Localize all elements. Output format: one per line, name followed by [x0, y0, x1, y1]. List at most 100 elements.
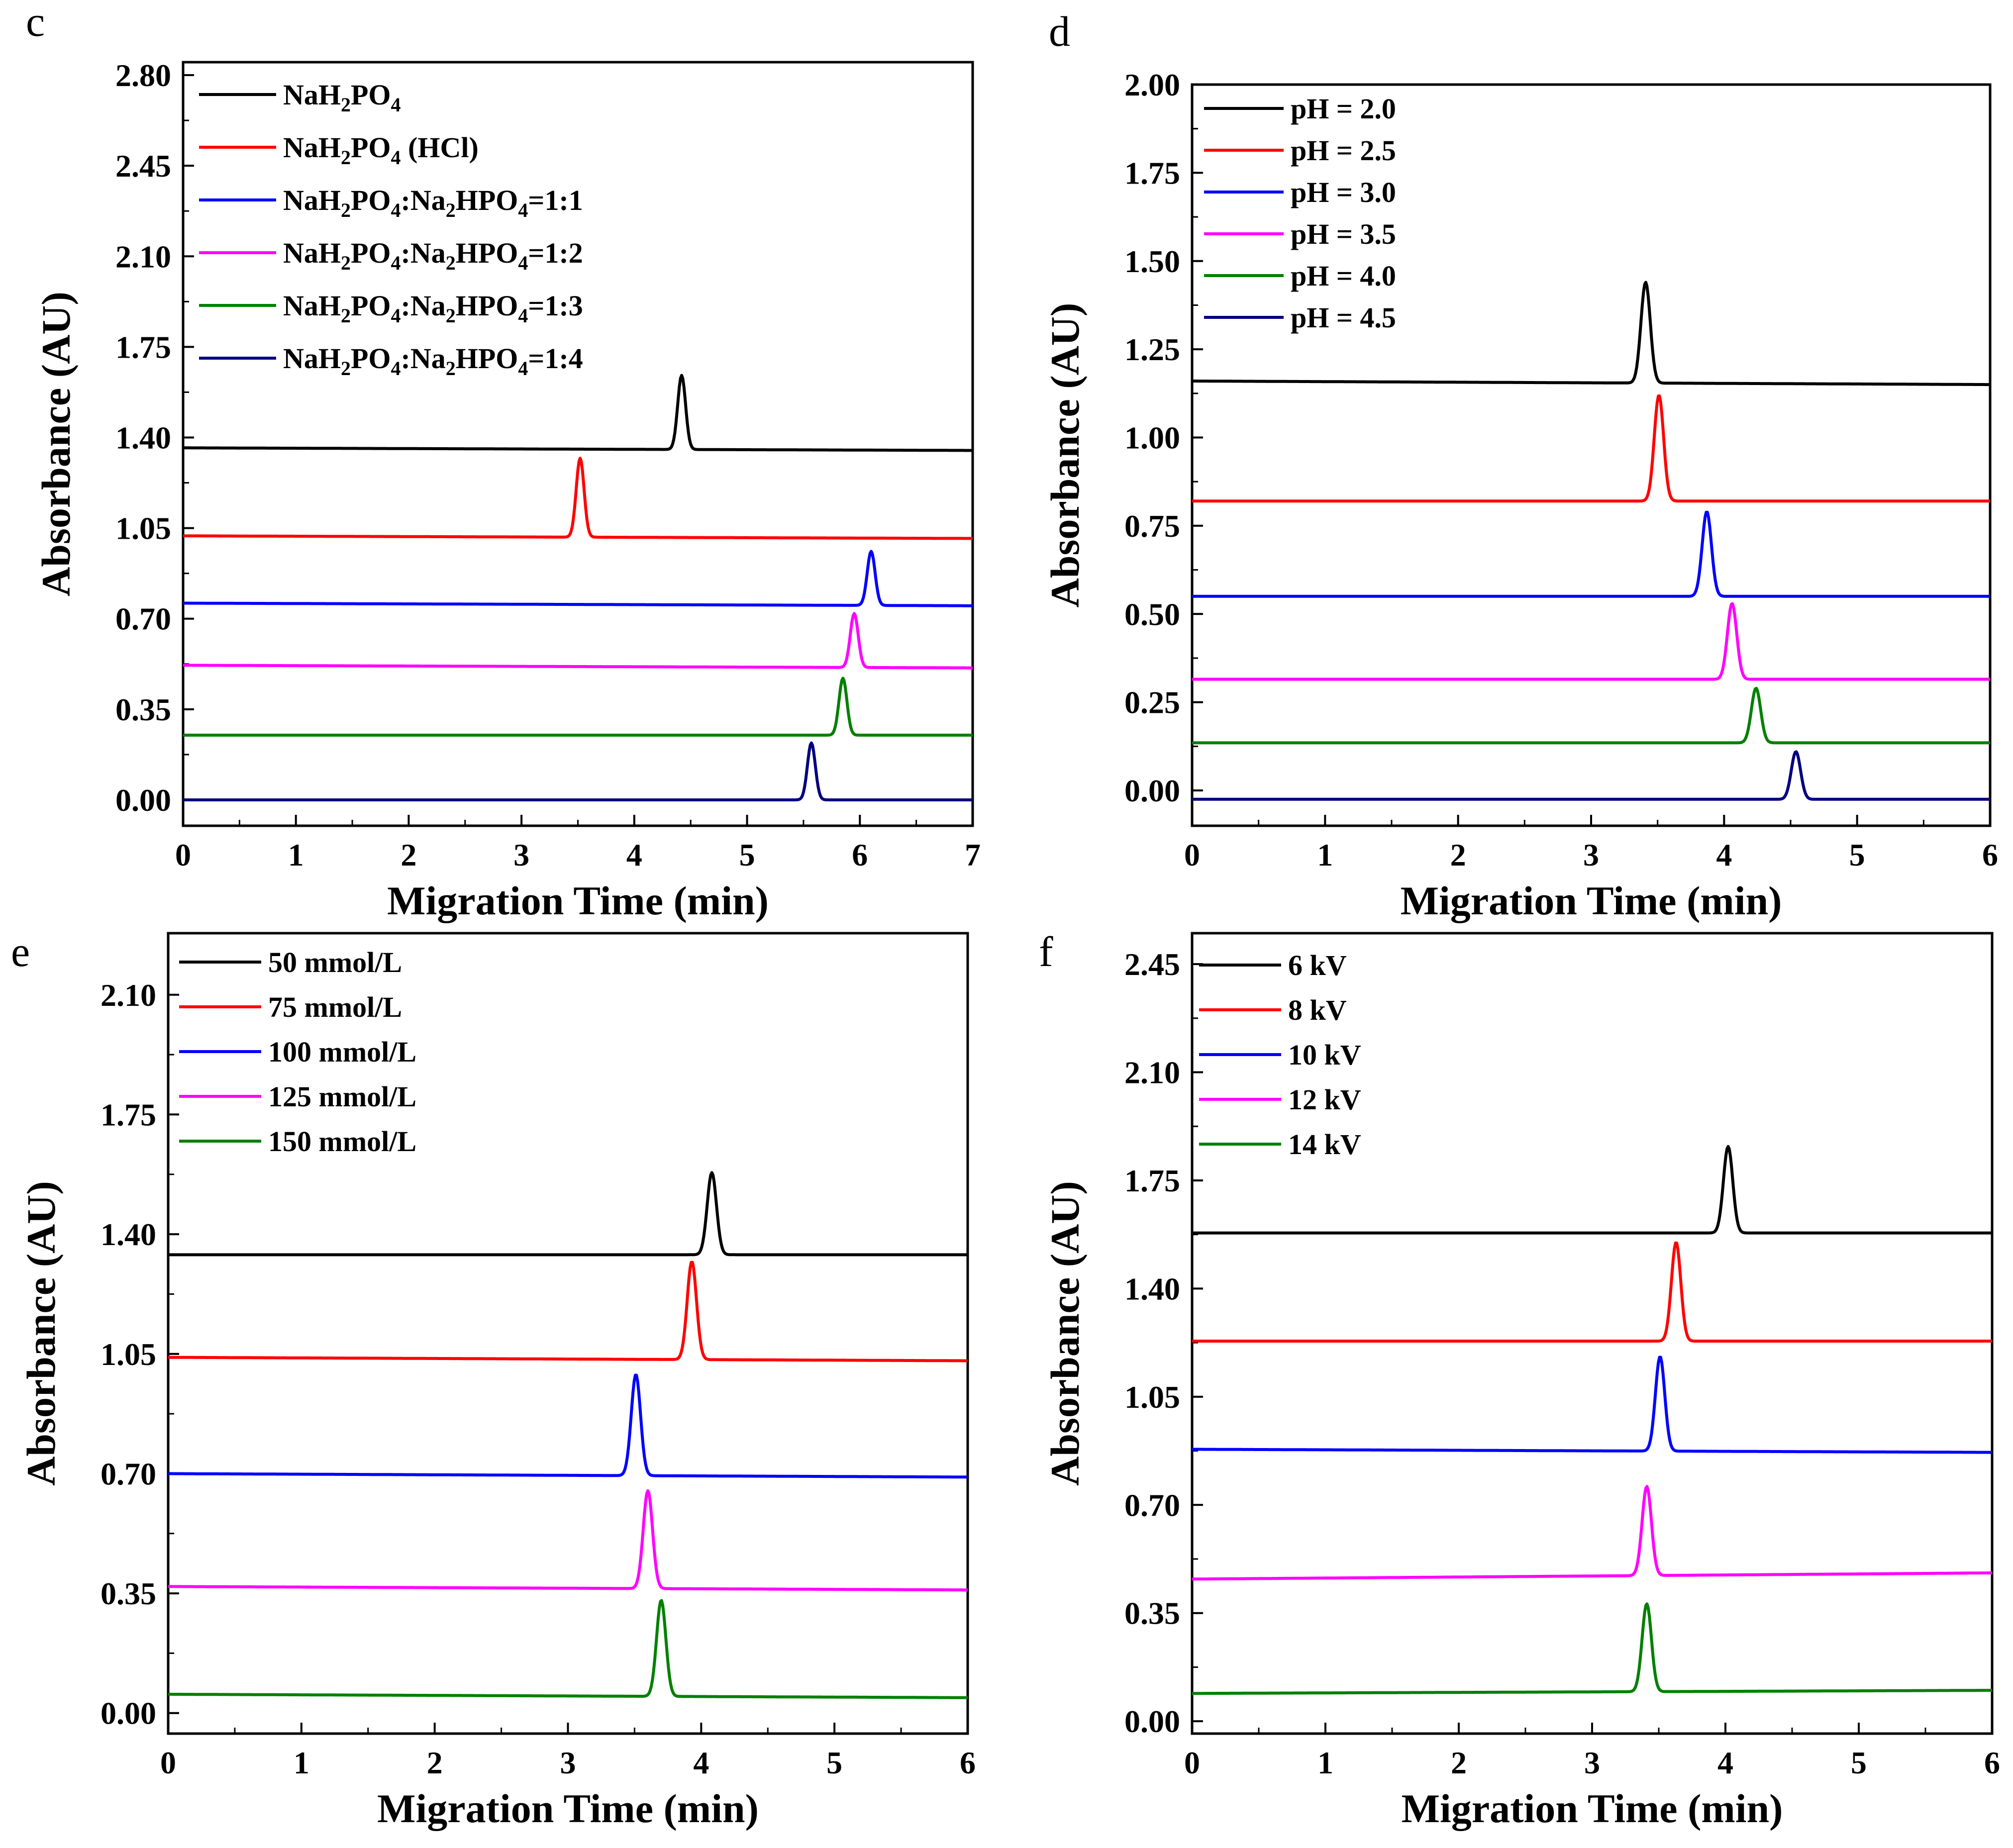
legend-label-part: 4: [391, 304, 401, 327]
legend-label: 12 kV: [1288, 1083, 1361, 1116]
legend-label-part: 4: [391, 252, 401, 274]
trace-d-5: [1192, 686, 1991, 745]
y-tick-label: 1.40: [115, 420, 171, 455]
x-axis-title: Migration Time (min): [1402, 1786, 1783, 1831]
legend-label-part: 4: [518, 357, 528, 380]
y-tick-label: 0.70: [115, 601, 171, 637]
chart-panel-f: f 0 1 2 3 4 5 6 0.00 0.35 0.70 1.05 1.40 1.75 2.10 2.45…: [1039, 928, 2000, 1831]
legend-label: 14 kV: [1288, 1128, 1361, 1161]
x-tick-label: 1: [1317, 837, 1333, 873]
trace-c-2: [183, 457, 973, 540]
y-tick-label: 1.05: [101, 1337, 156, 1372]
legend-label-part: 4: [518, 199, 528, 221]
y-tick-label: 0.00: [101, 1696, 156, 1731]
y-tick-label: 0.70: [101, 1456, 156, 1491]
legend-label-part: PO: [351, 290, 391, 322]
trace-d-2: [1192, 394, 1991, 503]
y-tick-label: 1.00: [1124, 420, 1180, 456]
trace-c-5: [183, 677, 973, 737]
y-tick-label: 0.35: [115, 692, 171, 727]
legend: 6 kV 8 kV 10 kV 12 kV 14 kV: [1199, 949, 1361, 1161]
legend-label-part: NaH: [283, 237, 341, 269]
legend-label-part: HPO: [456, 184, 518, 216]
x-tick-label: 1: [294, 1745, 309, 1780]
legend-label-part: =1:1: [528, 184, 583, 216]
legend-label-part: PO: [351, 131, 391, 164]
legend-label-part: :Na: [401, 290, 446, 322]
x-tick-label: 2: [427, 1745, 443, 1780]
y-tick-label: 1.05: [1124, 1379, 1180, 1415]
trace-f-1: [1192, 1145, 1993, 1235]
legend-label: NaH2PO4:Na2HPO4=1:3: [283, 290, 583, 327]
y-tick-label: 2.45: [1124, 947, 1180, 982]
x-tick-label: 3: [560, 1745, 576, 1780]
legend-label: NaH2PO4:Na2HPO4=1:4: [283, 342, 583, 380]
legend-label: 125 mmol/L: [268, 1080, 416, 1113]
y-tick-label: 2.10: [101, 977, 156, 1013]
legend-label: pH = 3.0: [1291, 176, 1396, 208]
trace-d-4: [1192, 602, 1991, 681]
x-tick-label: 4: [626, 837, 642, 873]
legend-label-part: 12 kV: [1288, 1083, 1361, 1116]
y-tick-label: 0.00: [115, 782, 171, 818]
y-tick-label: 2.45: [115, 148, 171, 184]
x-axis-title: Migration Time (min): [377, 1786, 759, 1831]
trace-e-2: [168, 1261, 968, 1362]
y-tick-label: 0.00: [1124, 773, 1180, 808]
legend-label: 100 mmol/L: [268, 1036, 416, 1068]
legend-label-part: 4: [391, 146, 401, 169]
x-tick-label: 1: [1317, 1745, 1333, 1780]
trace-f-2: [1192, 1241, 1993, 1343]
legend-label: NaH2PO4:Na2HPO4=1:2: [283, 237, 583, 274]
legend-label-part: PO: [351, 342, 391, 375]
trace-f-3: [1192, 1356, 1993, 1454]
trace-e-1: [168, 1171, 968, 1257]
y-tick-label: 1.40: [1124, 1271, 1180, 1306]
legend-label-part: pH = 4.5: [1291, 301, 1396, 334]
x-tick-label: 5: [1849, 837, 1865, 873]
legend-label-part: pH = 3.5: [1291, 218, 1396, 250]
legend-label: pH = 4.0: [1291, 260, 1396, 292]
y-tick-label: 1.25: [1124, 332, 1180, 367]
x-tick-label: 5: [1851, 1745, 1867, 1780]
trace-c-6: [183, 741, 973, 801]
chart-panel-e: e 0 1 2 3 4 5 6 0.00 0.35 0.70 1.05 1.40 1.75 2.10 Migr…: [11, 928, 976, 1831]
legend-label-part: 2: [446, 252, 456, 274]
y-axis-title: Absorbance (AU): [1042, 1181, 1088, 1486]
legend-label: NaH2PO4 (HCl): [283, 131, 479, 169]
legend: 50 mmol/L 75 mmol/L 100 mmol/L 125 mmol/L 15…: [179, 946, 416, 1158]
y-tick-label: 1.05: [115, 511, 171, 546]
legend-label-part: pH = 4.0: [1291, 260, 1396, 292]
legend-label-part: 6 kV: [1288, 949, 1347, 981]
legend-label-part: :Na: [401, 237, 446, 269]
legend-label-part: 10 kV: [1288, 1039, 1361, 1071]
legend-label-part: 2: [446, 199, 456, 221]
legend-label-part: 8 kV: [1288, 994, 1347, 1026]
legend-label-part: 2: [341, 146, 351, 169]
legend-label-part: 2: [341, 357, 351, 380]
legend-label: NaH2PO4: [283, 79, 401, 116]
x-tick-label: 3: [513, 837, 529, 873]
y-tick-label: 1.50: [1124, 244, 1180, 279]
legend-label-part: =1:2: [528, 237, 583, 269]
legend-label-part: :Na: [401, 184, 446, 216]
legend-label-part: NaH: [283, 342, 341, 375]
x-tick-label: 6: [1982, 837, 1998, 873]
legend-label: 75 mmol/L: [268, 991, 402, 1023]
y-tick-label: 0.35: [1124, 1596, 1180, 1631]
y-tick-label: 0.70: [1124, 1487, 1180, 1523]
legend-label-part: pH = 3.0: [1291, 176, 1396, 208]
legend-label-part: NaH: [283, 79, 341, 111]
x-tick-label: 4: [693, 1745, 709, 1780]
legend-label: 6 kV: [1288, 949, 1347, 981]
y-tick-label: 0.00: [1124, 1704, 1180, 1739]
x-tick-label: 6: [960, 1745, 976, 1780]
legend-label-part: 125 mmol/L: [268, 1080, 416, 1113]
legend-label-part: 2: [446, 357, 456, 380]
trace-f-5: [1192, 1602, 1993, 1695]
y-tick-label: 2.10: [1124, 1055, 1180, 1090]
y-axis-title: Absorbance (AU): [33, 292, 79, 596]
legend-label: pH = 4.5: [1291, 301, 1396, 334]
legend-label: pH = 2.5: [1291, 134, 1396, 167]
